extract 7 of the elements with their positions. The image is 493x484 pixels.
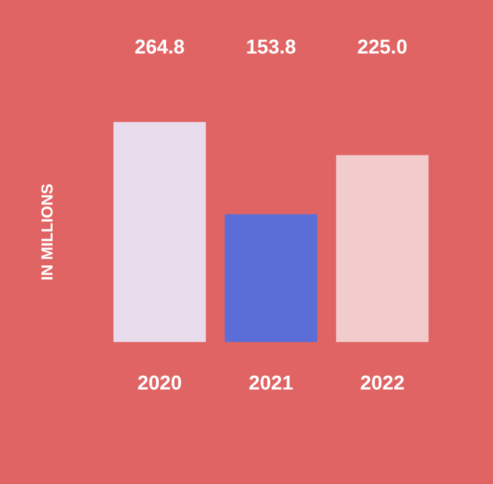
y-axis-title: IN MILLIONS: [39, 183, 56, 280]
data-label: 264.8: [134, 36, 185, 59]
x-tick-label: 2022: [360, 372, 405, 395]
x-tick-label: 2020: [137, 372, 182, 395]
data-label: 225.0: [357, 36, 408, 59]
x-tick-label: 2021: [248, 372, 294, 395]
data-label: 153.8: [246, 36, 296, 59]
